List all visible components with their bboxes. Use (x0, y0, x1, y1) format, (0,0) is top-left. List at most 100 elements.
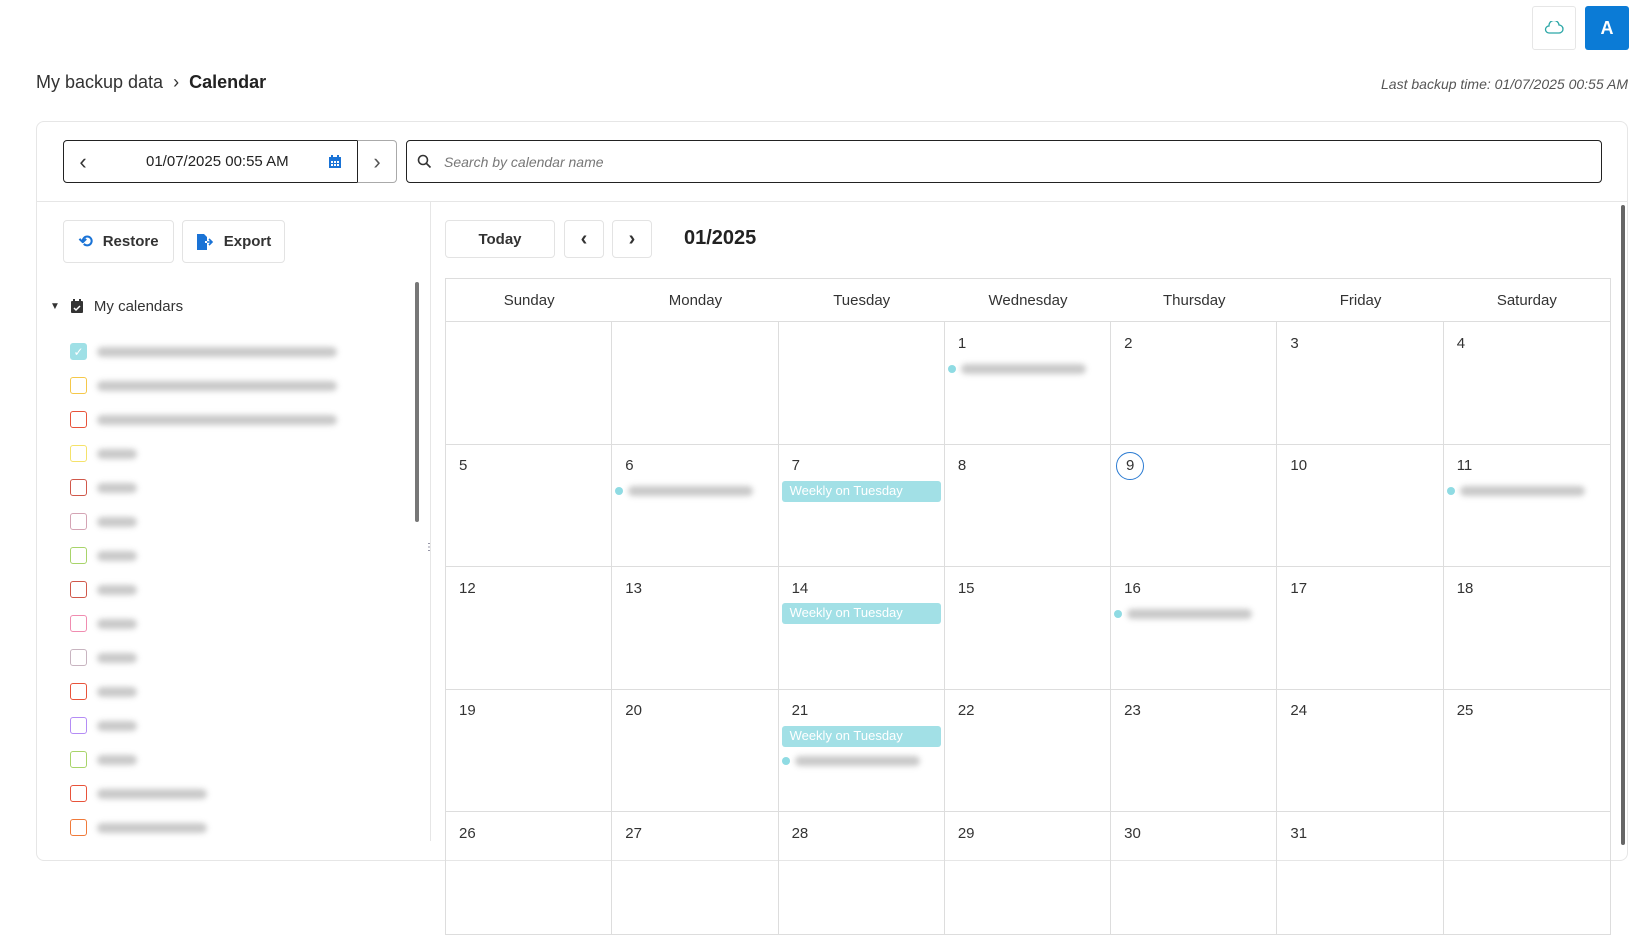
event-title-redacted (628, 486, 754, 496)
event-item[interactable] (947, 358, 1107, 379)
day-cell[interactable]: 18 (1444, 567, 1610, 689)
calendar-checkbox[interactable] (70, 377, 87, 394)
calendar-list-item[interactable] (70, 683, 137, 700)
next-month-button[interactable]: › (612, 220, 652, 258)
user-avatar-button[interactable]: A (1585, 6, 1629, 50)
breadcrumb-parent-link[interactable]: My backup data (36, 72, 164, 92)
day-cell[interactable]: 27 (612, 812, 779, 934)
calendar-checkbox[interactable] (70, 751, 87, 768)
calendar-list-item[interactable] (70, 751, 137, 768)
day-cell[interactable] (1444, 812, 1610, 934)
calendar-scrollbar[interactable] (1621, 205, 1625, 845)
event-dot-icon (1114, 609, 1123, 618)
calendar-checkbox[interactable] (70, 819, 87, 836)
week-row: 12 13 14 Weekly on Tuesday 15 16 17 18 (446, 567, 1610, 690)
day-cell[interactable]: 23 (1111, 689, 1278, 811)
day-cell[interactable]: 3 (1277, 322, 1444, 444)
event-item[interactable] (1114, 603, 1273, 624)
my-calendars-group[interactable]: ▼ My calendars (50, 298, 183, 315)
calendar-checkbox[interactable] (70, 479, 87, 496)
day-cell[interactable]: 12 (446, 567, 613, 689)
day-number: 9 (1114, 451, 1273, 480)
day-cell[interactable]: 6 (612, 444, 779, 566)
calendar-list-item[interactable] (70, 377, 337, 394)
calendar-list-item[interactable] (70, 513, 137, 530)
day-cell[interactable]: 1 (945, 322, 1112, 444)
day-cell[interactable] (446, 322, 613, 444)
day-cell[interactable]: 15 (945, 567, 1112, 689)
calendar-list-item[interactable] (70, 819, 207, 836)
day-cell[interactable]: 8 (945, 444, 1112, 566)
day-cell[interactable]: 7 Weekly on Tuesday (779, 444, 945, 566)
calendar-name-redacted (97, 822, 207, 833)
cloud-sync-button[interactable] (1532, 6, 1576, 50)
calendar-list-item[interactable] (70, 785, 207, 802)
calendar-search[interactable] (406, 140, 1602, 183)
day-cell[interactable]: 25 (1444, 690, 1610, 812)
calendar-checkbox[interactable] (70, 649, 87, 666)
calendar-list-item[interactable] (70, 445, 137, 462)
calendar-list-item[interactable] (70, 479, 137, 496)
day-cell[interactable]: 22 (945, 689, 1112, 811)
day-cell[interactable]: 13 (612, 567, 779, 689)
day-number-text: 13 (625, 579, 642, 597)
calendar-checkbox[interactable] (70, 547, 87, 564)
day-cell[interactable]: 16 (1111, 567, 1278, 689)
backup-date-picker[interactable]: 01/07/2025 00:55 AM (102, 140, 358, 183)
event-item[interactable] (781, 751, 941, 772)
day-cell[interactable]: 24 (1277, 689, 1444, 811)
day-cell[interactable]: 17 (1277, 567, 1444, 689)
day-cell[interactable]: 26 (446, 812, 613, 934)
event-bar[interactable]: Weekly on Tuesday (781, 603, 941, 624)
day-cell[interactable]: 9 (1111, 444, 1278, 566)
export-button[interactable]: Export (182, 220, 285, 263)
calendar-list-item[interactable] (70, 649, 137, 666)
day-cell[interactable]: 31 (1277, 812, 1444, 934)
calendar-checkbox[interactable] (70, 581, 87, 598)
event-bar[interactable]: Weekly on Tuesday (781, 480, 941, 502)
restore-button[interactable]: ⟲ Restore (63, 220, 174, 263)
day-cell[interactable]: 11 (1444, 445, 1610, 567)
calendar-checkbox[interactable] (70, 513, 87, 530)
calendar-checkbox[interactable]: ✓ (70, 343, 87, 360)
day-cell[interactable] (779, 322, 945, 444)
search-icon (417, 154, 432, 169)
day-cell[interactable] (612, 322, 779, 444)
panel-splitter[interactable] (430, 201, 431, 841)
day-cell[interactable]: 29 (945, 812, 1112, 934)
calendar-checkbox[interactable] (70, 411, 87, 428)
event-bar[interactable]: Weekly on Tuesday (781, 725, 941, 747)
calendar-list-item[interactable] (70, 581, 137, 598)
day-cell[interactable]: 30 (1111, 812, 1278, 934)
day-cell[interactable]: 4 (1444, 322, 1610, 444)
calendar-list-item[interactable] (70, 615, 137, 632)
day-cell[interactable]: 5 (446, 444, 613, 566)
calendar-checkbox[interactable] (70, 615, 87, 632)
search-input[interactable] (444, 153, 1601, 170)
calendar-checkbox[interactable] (70, 717, 87, 734)
next-backup-button[interactable]: › (357, 140, 397, 183)
calendar-list-item[interactable] (70, 411, 337, 428)
today-button[interactable]: Today (445, 220, 555, 258)
calendar-list-item[interactable]: ✓ (70, 343, 337, 360)
calendar-checkbox[interactable] (70, 785, 87, 802)
day-cell[interactable]: 21 Weekly on Tuesday (779, 689, 945, 811)
event-item[interactable] (1446, 481, 1607, 502)
splitter-handle-icon[interactable]: ⋮ (424, 542, 434, 553)
calendar-checkbox[interactable] (70, 683, 87, 700)
day-cell[interactable]: 2 (1111, 322, 1278, 444)
day-cell[interactable]: 28 (779, 812, 945, 934)
day-cell[interactable]: 20 (612, 689, 779, 811)
day-cell[interactable]: 10 (1277, 444, 1444, 566)
event-dot-icon (947, 364, 956, 373)
sidebar-scrollbar[interactable] (415, 282, 419, 522)
previous-backup-button[interactable]: ‹ (63, 140, 103, 183)
caret-down-icon[interactable]: ▼ (50, 301, 60, 312)
day-cell[interactable]: 14 Weekly on Tuesday (779, 567, 945, 689)
calendar-checkbox[interactable] (70, 445, 87, 462)
calendar-list-item[interactable] (70, 717, 137, 734)
previous-month-button[interactable]: ‹ (564, 220, 604, 258)
day-cell[interactable]: 19 (446, 689, 613, 811)
calendar-list-item[interactable] (70, 547, 137, 564)
event-item[interactable] (615, 481, 774, 502)
